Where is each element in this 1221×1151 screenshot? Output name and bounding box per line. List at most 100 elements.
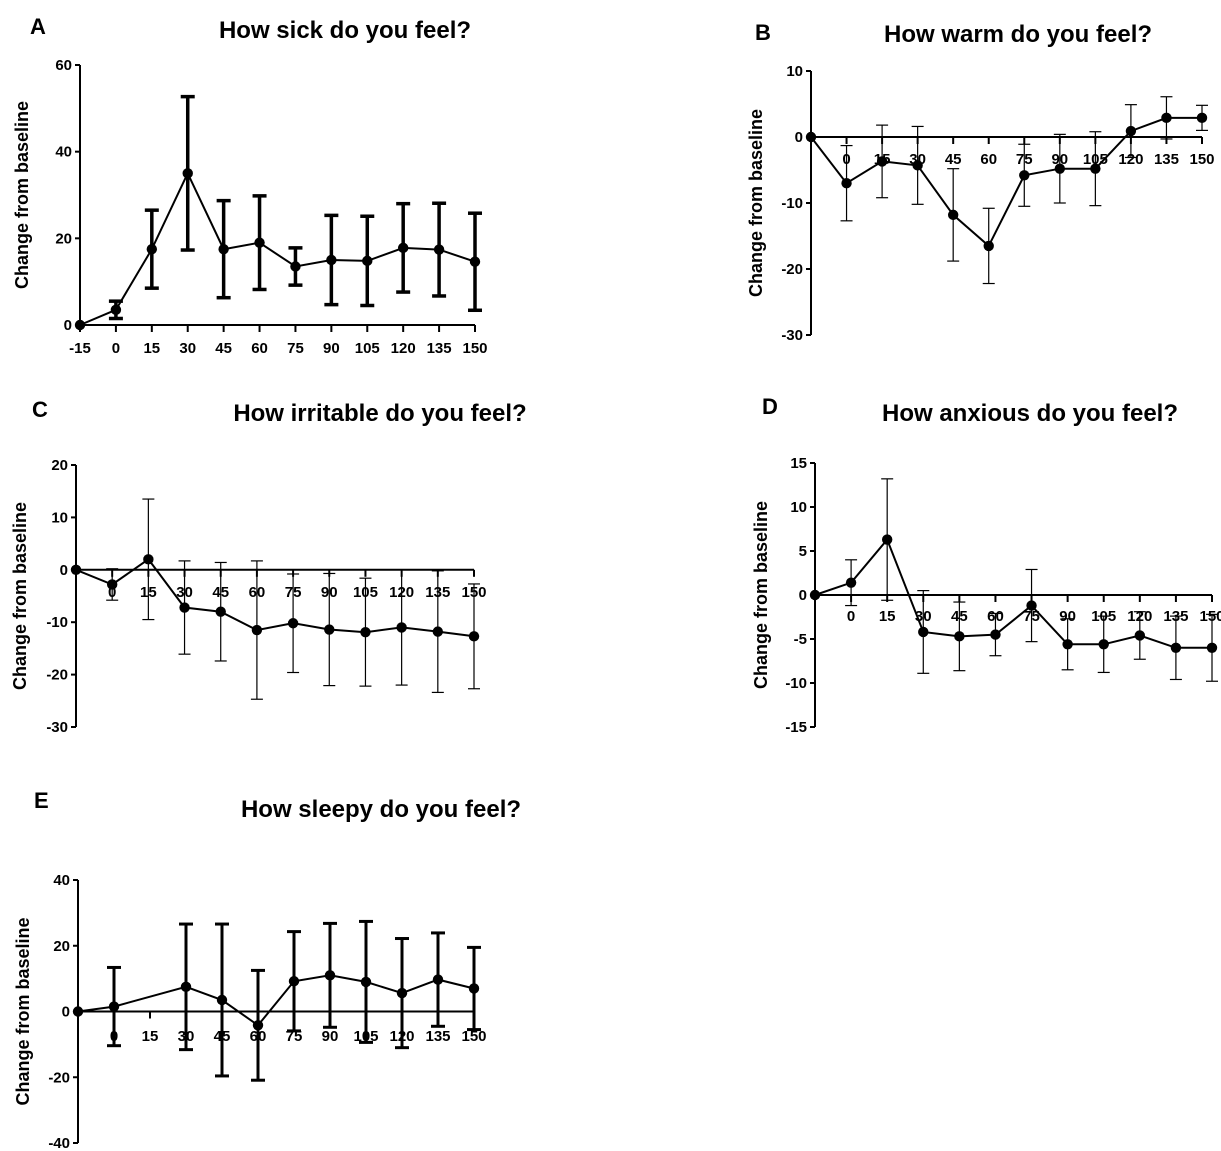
y-tick-label: 20 [53, 938, 70, 955]
data-point [1206, 642, 1218, 653]
panel-letter: C [32, 397, 48, 422]
y-tick-label: 20 [51, 457, 68, 474]
x-tick-label: 90 [322, 1028, 339, 1045]
y-tick-label: 60 [55, 57, 72, 74]
data-point [218, 243, 229, 255]
x-tick-label: 120 [1118, 151, 1143, 168]
panel-title: How anxious do you feel? [882, 400, 1178, 427]
y-tick-label: 0 [62, 1004, 70, 1021]
data-point [912, 160, 923, 171]
y-tick-label: 10 [51, 509, 68, 526]
y-tick-label: 0 [64, 317, 72, 334]
y-tick-label: 0 [799, 587, 807, 604]
data-point [983, 240, 994, 252]
data-point [324, 970, 336, 981]
data-point [108, 1001, 120, 1012]
y-axis-label: Change from baseline [10, 502, 30, 690]
data-point [70, 564, 82, 575]
data-point [180, 981, 192, 993]
y-tick-label: 5 [799, 543, 807, 560]
panel-title: How warm do you feel? [884, 21, 1152, 48]
y-tick-label: -30 [46, 719, 68, 736]
data-point [106, 579, 118, 590]
panel-letter: B [755, 20, 771, 45]
x-tick-label: 60 [251, 340, 268, 357]
y-tick-label: 10 [786, 63, 803, 80]
panel-letter: A [30, 14, 46, 39]
y-tick-label: 0 [60, 562, 68, 579]
data-point [1054, 163, 1066, 174]
y-axis-label: Change from baseline [751, 501, 771, 689]
panel-letter: E [34, 788, 49, 813]
data-point [468, 983, 480, 994]
data-point [362, 255, 373, 267]
series-line [77, 974, 475, 1027]
y-axis-label: Change from baseline [746, 109, 766, 297]
x-tick-label: -15 [69, 340, 91, 357]
y-tick-label: -5 [794, 631, 807, 648]
y-tick-label: -20 [48, 1069, 70, 1086]
x-tick-label: 150 [1199, 608, 1221, 625]
x-tick-label: 45 [945, 151, 962, 168]
panel-e: E How sleepy do you feel? -40 -20 0 20 40 Chang… [13, 788, 521, 1151]
data-point [469, 256, 481, 267]
data-point [324, 624, 335, 635]
data-point [1125, 125, 1137, 137]
data-point [1098, 639, 1109, 650]
data-point [74, 319, 86, 331]
panel-a: A How sick do you feel? 0 20 40 60 Change from… [12, 14, 488, 357]
x-tick-label: 0 [112, 340, 120, 357]
data-point [290, 261, 301, 272]
y-tick-label: -10 [785, 675, 807, 692]
panel-b: B How warm do you feel? -30 -20 -10 0 10 Change… [746, 20, 1215, 344]
series-line [79, 170, 476, 326]
y-tick-label: -20 [46, 667, 68, 684]
y-tick-label: -15 [785, 719, 807, 736]
data-point [1026, 600, 1037, 611]
data-point [876, 156, 888, 167]
data-point [433, 244, 445, 255]
x-tick-label: 15 [143, 340, 160, 357]
x-tick-label: 0 [847, 608, 855, 625]
series-line [814, 537, 1212, 649]
panel-c: C How irritable do you feel? -30 -20 -10 0 10 2… [10, 397, 527, 736]
data-point [468, 631, 480, 642]
data-point [182, 168, 193, 179]
data-point [809, 589, 821, 601]
x-tick-label: 135 [427, 340, 452, 357]
data-point [1019, 170, 1030, 181]
data-point [396, 622, 407, 633]
series-line [810, 116, 1202, 248]
y-tick-label: -20 [781, 261, 803, 278]
data-point [397, 242, 409, 254]
x-tick-label: 105 [355, 340, 380, 357]
y-tick-label: 40 [55, 144, 72, 161]
y-axis-label: Change from baseline [12, 101, 32, 289]
x-tick-label: 45 [215, 340, 232, 357]
x-tick-label: 90 [1059, 608, 1076, 625]
y-tick-label: 20 [55, 230, 72, 247]
data-point [252, 1020, 264, 1031]
data-point [360, 976, 372, 988]
panel-title: How sleepy do you feel? [241, 796, 521, 823]
data-point [1062, 639, 1073, 650]
data-point [110, 304, 122, 316]
data-point [288, 976, 300, 987]
x-tick-label: 30 [179, 340, 196, 357]
data-point [1134, 630, 1146, 641]
x-tick-label: 15 [142, 1028, 159, 1045]
y-tick-label: -30 [781, 327, 803, 344]
data-point [918, 626, 929, 638]
y-tick-label: 10 [790, 499, 807, 516]
x-tick-label: 150 [1189, 151, 1214, 168]
panel-title: How irritable do you feel? [233, 400, 526, 427]
data-point [251, 624, 263, 636]
data-point [881, 534, 893, 545]
series-line [75, 557, 475, 638]
data-point [845, 577, 857, 588]
data-point [805, 131, 817, 143]
panel-d: D How anxious do you feel? -15 -10 -5 0 5 10 15 C… [751, 394, 1221, 736]
data-point [216, 994, 228, 1006]
panel-letter: D [762, 394, 778, 419]
